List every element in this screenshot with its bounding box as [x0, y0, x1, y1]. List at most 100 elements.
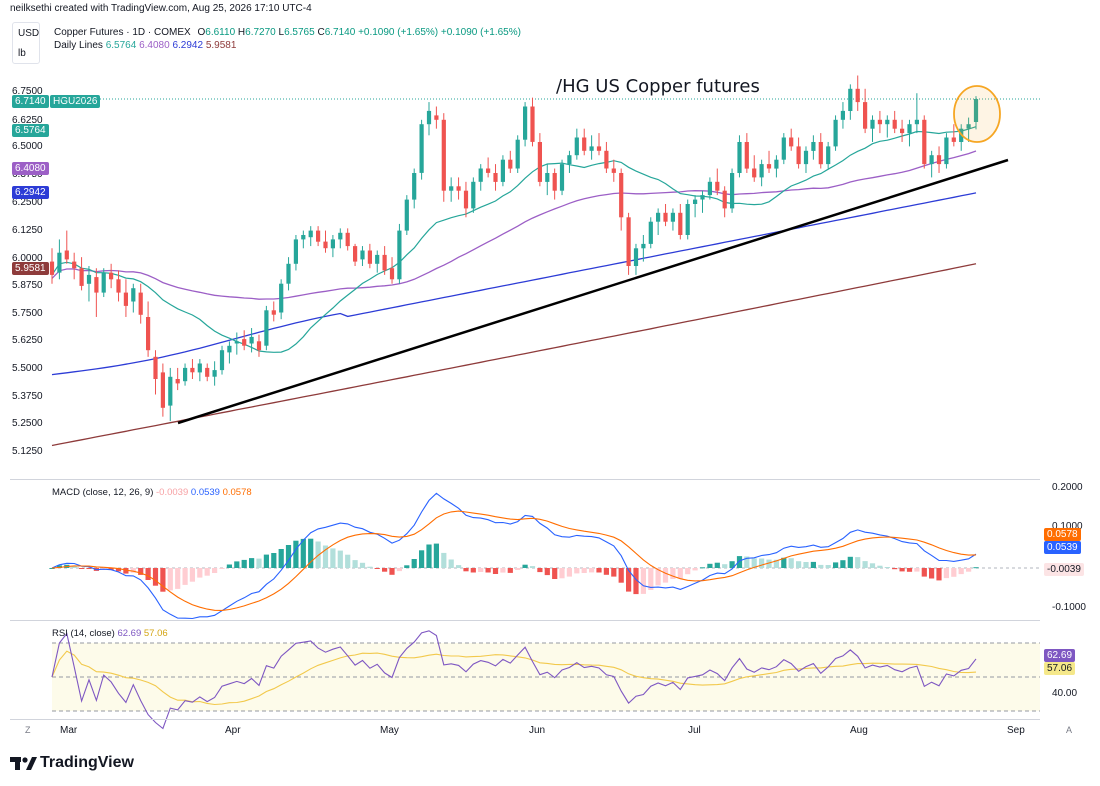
candle-body [463, 190, 469, 209]
macd-histogram-bar [936, 568, 942, 581]
candle-body [855, 88, 860, 103]
unit-label[interactable]: lb [18, 48, 26, 59]
candle-body [249, 336, 254, 344]
candle-body [929, 155, 934, 165]
candle-body [86, 274, 92, 284]
macd-axis-label: -0.1000 [1052, 602, 1086, 613]
macd-histogram-bar [79, 568, 85, 569]
candle-body [131, 288, 136, 302]
candle-body [619, 173, 624, 218]
rsi-ma-tag: 57.06 [1044, 662, 1076, 675]
macd-histogram-bar [389, 568, 395, 575]
candle-body [308, 230, 313, 238]
candle-body [338, 232, 343, 240]
candle-body [116, 279, 121, 293]
candle-body [567, 155, 572, 165]
macd-histogram-bar [226, 564, 232, 568]
macd-histogram-bar [714, 562, 720, 568]
tradingview-logo[interactable]: TradingView [10, 754, 134, 772]
candle-body [478, 168, 483, 182]
candle-body [382, 254, 387, 271]
candle-body [900, 128, 905, 134]
candle-body [766, 164, 772, 169]
macd-histogram-bar [640, 568, 646, 594]
macd-histogram-bar [271, 553, 277, 568]
y-label: 5.1250 [12, 446, 43, 457]
macd-histogram-bar [522, 564, 528, 568]
candle-body [205, 367, 210, 377]
chart-annotation[interactable]: /HG US Copper futures [556, 76, 760, 97]
candle-body [72, 261, 77, 269]
timezone-button[interactable]: Z [25, 725, 31, 735]
macd-histogram-bar [840, 560, 846, 568]
macd-histogram-bar [145, 568, 151, 580]
macd-histogram-bar [204, 568, 210, 576]
macd-histogram-bar [847, 556, 853, 568]
candle-body [323, 241, 328, 249]
candle-body [641, 243, 646, 249]
candle-body [367, 250, 372, 264]
pane-separator[interactable] [10, 620, 1040, 621]
macd-histogram-bar [773, 559, 779, 568]
candle-body [190, 367, 195, 373]
macd-histogram-bar [899, 568, 905, 572]
y-label: 5.2500 [12, 418, 43, 429]
candle-body [633, 248, 639, 266]
candle-body [759, 164, 764, 178]
macd-histogram-bar [293, 540, 299, 568]
ohlc-change-2: +0.1090 (+1.65%) [440, 27, 521, 38]
candle-body [456, 186, 461, 191]
macd-histogram-bar [618, 568, 624, 583]
macd-histogram-bar [855, 557, 861, 568]
macd-histogram-bar [833, 562, 839, 568]
macd-histogram-bar [929, 568, 935, 579]
candle-body [360, 250, 365, 260]
y-label: 6.5000 [12, 141, 43, 152]
macd-histogram-bar [396, 568, 402, 572]
candle-body [833, 119, 838, 147]
candle-body [515, 139, 520, 169]
macd-histogram-bar [49, 568, 55, 569]
y-label: 5.6250 [12, 335, 43, 346]
candle-body [434, 115, 439, 120]
pane-separator[interactable] [10, 479, 1040, 480]
macd-histogram-bar [818, 564, 824, 568]
macd-histogram-bar [515, 568, 521, 570]
ma200-tag: 5.9581 [12, 262, 49, 275]
macd-histogram-bar [463, 568, 469, 572]
macd-histogram-bar [322, 545, 329, 568]
candle-body [803, 150, 809, 165]
candle-body [722, 190, 727, 209]
macd-histogram-bar [544, 568, 550, 576]
macd-histogram-bar [123, 568, 129, 574]
macd-histogram-bar [581, 568, 587, 573]
candle-body [227, 345, 232, 353]
macd-histogram-bar [56, 565, 62, 568]
candle-body [264, 310, 269, 346]
macd-histogram-bar [212, 568, 218, 573]
macd-histogram-bar [500, 568, 506, 573]
candle-body [737, 142, 742, 173]
y-label: 6.0000 [12, 253, 43, 264]
candle-body [656, 212, 661, 222]
time-axis-border [10, 719, 1040, 720]
candle-body [781, 137, 786, 160]
currency-label[interactable]: USD [18, 28, 40, 39]
x-label: Aug [850, 725, 868, 736]
y-label: 6.1250 [12, 225, 43, 236]
auto-scale-button[interactable]: A [1066, 725, 1073, 735]
macd-histogram-bar [411, 559, 417, 568]
currency-box [12, 22, 40, 64]
candle-body [870, 119, 875, 129]
candle-body [49, 261, 55, 275]
macd-histogram-bar [559, 568, 565, 579]
x-label: Mar [60, 725, 78, 736]
macd-histogram-bar [648, 568, 654, 590]
candle-body [582, 137, 587, 151]
candle-body [611, 168, 616, 173]
macd-histogram-bar [404, 565, 410, 568]
candle-body [123, 292, 128, 306]
y-label: 5.5000 [12, 363, 43, 374]
candle-body [944, 137, 949, 165]
